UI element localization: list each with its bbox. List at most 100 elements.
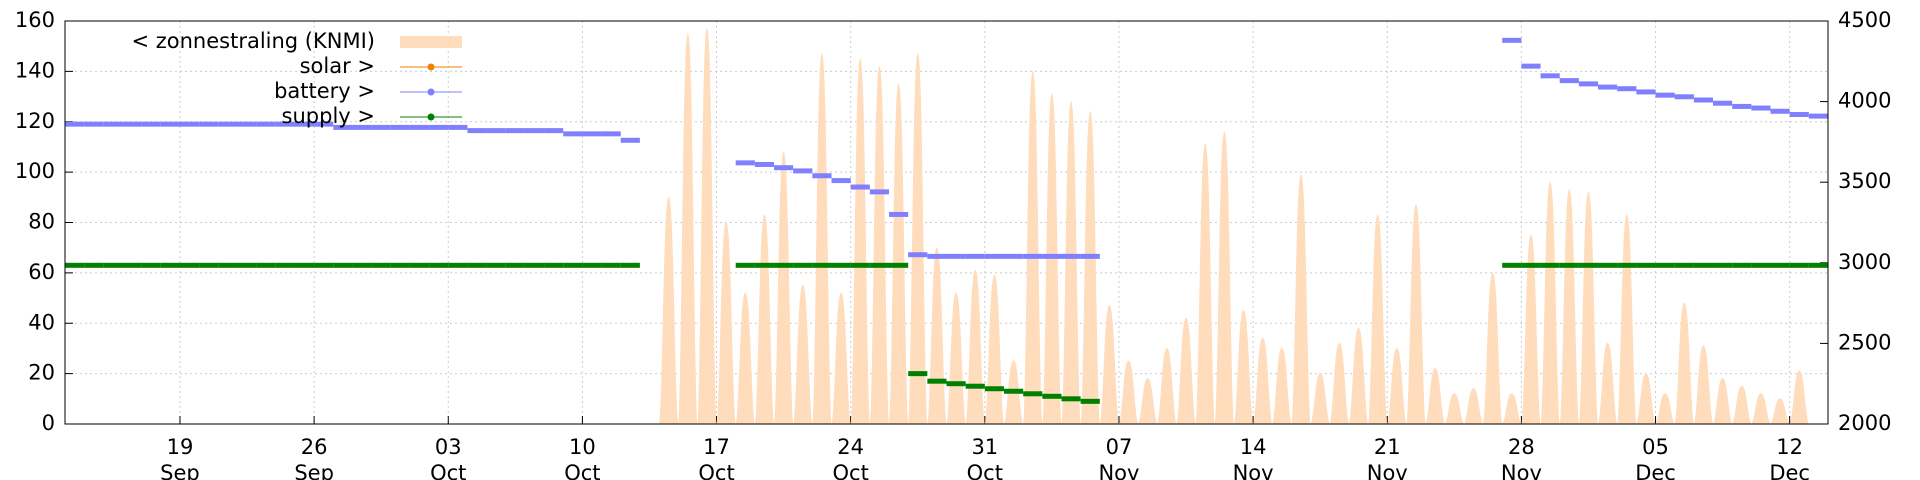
- data-point: [1042, 253, 1062, 259]
- data-point: [965, 253, 985, 259]
- data-point: [467, 128, 487, 134]
- data-point: [1808, 113, 1828, 119]
- irradiance-hump: [1310, 373, 1331, 425]
- irradiance-hump: [926, 247, 947, 425]
- irradiance-hump: [1233, 310, 1254, 425]
- data-point: [160, 121, 180, 127]
- data-point: [1751, 105, 1771, 111]
- data-point: [1578, 81, 1599, 87]
- data-point: [122, 121, 142, 127]
- data-point: [84, 262, 104, 268]
- x-tick-label: 07 Nov: [1098, 435, 1140, 480]
- data-point: [333, 124, 353, 130]
- data-point: [237, 121, 257, 127]
- data-point: [754, 161, 775, 167]
- irradiance-hump: [1444, 393, 1465, 425]
- irradiance-hump: [1731, 385, 1752, 425]
- y2-tick-label: 3000: [1838, 250, 1891, 274]
- irradiance-hump: [1099, 305, 1120, 425]
- irradiance-hump: [1789, 370, 1810, 425]
- irradiance-hump: [1175, 317, 1197, 425]
- data-point: [544, 128, 564, 134]
- y-tick-label: 80: [28, 210, 55, 234]
- irradiance-hump: [984, 274, 1005, 425]
- data-point: [1080, 398, 1100, 404]
- data-point: [927, 378, 947, 384]
- irradiance-hump: [1770, 398, 1791, 425]
- data-point: [831, 262, 851, 268]
- data-point: [275, 262, 295, 268]
- irradiance-hump: [1367, 214, 1388, 425]
- plot-frame: [64, 20, 1829, 425]
- legend-label: supply >: [282, 104, 375, 128]
- data-point: [1559, 78, 1579, 84]
- data-point: [218, 121, 238, 127]
- data-point: [850, 184, 870, 190]
- data-point: [1751, 262, 1771, 268]
- data-point: [774, 165, 794, 171]
- data-point: [409, 124, 430, 130]
- data-point: [965, 383, 985, 389]
- data-point: [160, 262, 180, 268]
- data-point: [314, 121, 334, 127]
- data-point: [237, 262, 257, 268]
- data-point: [371, 124, 391, 130]
- legend-swatch: [400, 36, 462, 48]
- irradiance-hump: [1559, 189, 1580, 425]
- data-point: [65, 121, 85, 127]
- data-point: [141, 262, 161, 268]
- data-point: [946, 381, 966, 387]
- data-point: [333, 262, 353, 268]
- data-point: [1042, 393, 1062, 399]
- data-point: [1559, 262, 1579, 268]
- data-point: [1808, 262, 1828, 268]
- data-point: [505, 262, 525, 268]
- irradiance-hump: [1482, 272, 1503, 425]
- data-point: [122, 262, 142, 268]
- data-point: [984, 253, 1004, 259]
- data-point: [1636, 89, 1656, 95]
- data-point: [889, 211, 909, 217]
- data-point: [1770, 262, 1790, 268]
- legend-dot: [427, 88, 435, 96]
- x-tick-label: 26 Sep: [294, 435, 334, 480]
- data-point: [1502, 37, 1522, 43]
- irradiance-hump: [1137, 378, 1158, 425]
- data-point: [1598, 262, 1618, 268]
- data-point: [1003, 253, 1024, 259]
- data-point: [179, 121, 200, 127]
- irradiance-hump: [946, 292, 967, 425]
- legend-label: solar >: [300, 54, 375, 78]
- data-point: [582, 131, 602, 137]
- legend-dot: [427, 113, 435, 121]
- data-point: [409, 262, 430, 268]
- data-point: [1789, 262, 1809, 268]
- y-tick-label: 120: [15, 109, 55, 133]
- data-point: [218, 262, 238, 268]
- data-point: [84, 121, 104, 127]
- data-point: [103, 121, 123, 127]
- irradiance-hump: [773, 151, 794, 425]
- data-point: [1732, 103, 1752, 109]
- data-point: [1693, 97, 1714, 103]
- data-point: [620, 137, 640, 143]
- x-tick-label: 05 Dec: [1635, 435, 1676, 480]
- data-point: [256, 121, 276, 127]
- data-point: [984, 386, 1004, 392]
- data-point: [199, 262, 219, 268]
- data-point: [582, 262, 602, 268]
- data-point: [505, 128, 525, 134]
- irradiance-hump: [1386, 347, 1407, 425]
- data-point: [1080, 253, 1100, 259]
- data-point: [65, 262, 85, 268]
- data-point: [141, 121, 161, 127]
- data-point: [467, 262, 487, 268]
- data-point: [1617, 262, 1637, 268]
- data-point: [563, 131, 583, 137]
- data-point: [352, 262, 372, 268]
- irradiance-hump: [1425, 368, 1446, 425]
- data-point: [294, 121, 315, 127]
- data-point: [1598, 84, 1618, 90]
- data-point: [601, 262, 621, 268]
